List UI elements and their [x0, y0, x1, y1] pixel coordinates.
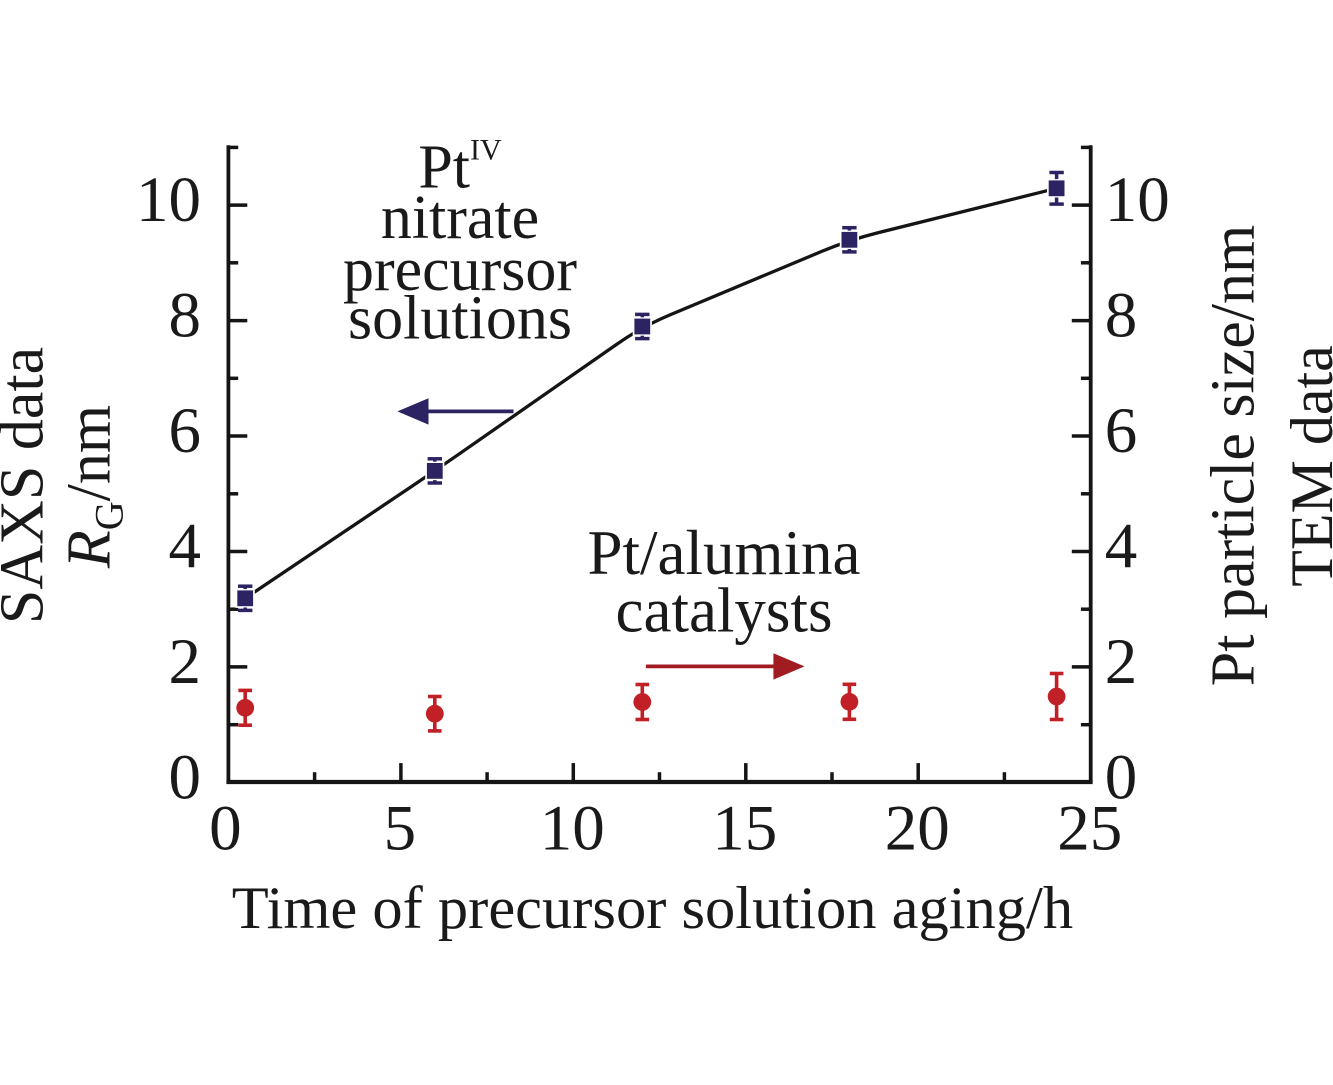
svg-text:nitrate: nitrate: [381, 184, 539, 252]
svg-text:precursor: precursor: [343, 236, 577, 304]
svg-text:Pt/alumina: Pt/alumina: [588, 518, 861, 588]
svg-text:6: 6: [1105, 395, 1138, 467]
svg-text:catalysts: catalysts: [616, 576, 833, 646]
svg-text:TEM data: TEM data: [1279, 345, 1333, 587]
svg-text:0: 0: [209, 793, 242, 865]
svg-text:Pt particle size/nm: Pt particle size/nm: [1200, 225, 1268, 686]
svg-text:10: 10: [1105, 164, 1170, 236]
svg-text:0: 0: [1105, 741, 1138, 813]
svg-text:Time of precursor solution agi: Time of precursor solution aging/h: [232, 875, 1073, 942]
svg-text:0: 0: [169, 741, 202, 813]
svg-text:SAXS data: SAXS data: [0, 347, 56, 624]
svg-text:10: 10: [540, 793, 605, 865]
svg-text:6: 6: [169, 395, 202, 467]
svg-text:20: 20: [885, 793, 950, 865]
svg-text:2: 2: [1105, 626, 1138, 698]
svg-text:8: 8: [169, 280, 202, 352]
svg-text:10: 10: [136, 164, 201, 236]
svg-text:4: 4: [169, 511, 202, 583]
svg-text:solutions: solutions: [348, 285, 572, 353]
svg-text:RG/nm: RG/nm: [56, 405, 132, 569]
svg-text:4: 4: [1105, 511, 1138, 583]
svg-text:5: 5: [384, 793, 417, 865]
svg-text:2: 2: [169, 626, 202, 698]
svg-text:15: 15: [712, 793, 777, 865]
svg-text:25: 25: [1057, 793, 1122, 865]
svg-text:8: 8: [1105, 280, 1138, 352]
